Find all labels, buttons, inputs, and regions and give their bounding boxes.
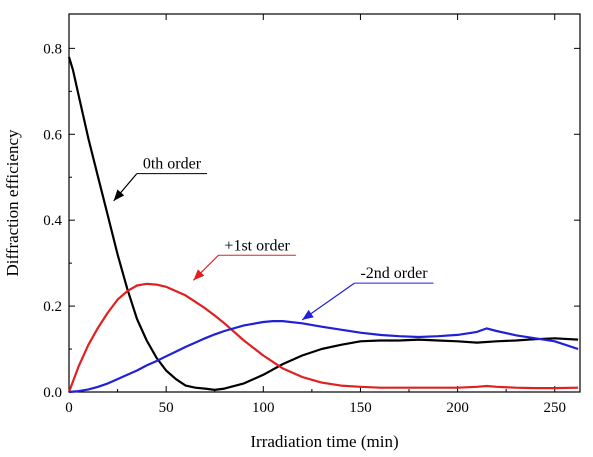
- x-tick-label: 250: [543, 400, 566, 416]
- series-line-0: [67, 56, 579, 391]
- plot-frame: [68, 13, 581, 393]
- annotation-arrow-head: [302, 309, 314, 320]
- y-tick-label: 0.6: [43, 127, 62, 143]
- y-tick-label: 0.8: [43, 41, 62, 57]
- axis-ticks: 0 50 100 150 200 250 0.0 0.2 0.4 0.6 0.8: [43, 14, 580, 416]
- annotation-arrow-head: [113, 189, 125, 201]
- annotation-label: 0th order: [143, 156, 202, 173]
- x-tick-label: 50: [159, 400, 174, 416]
- y-tick-label: 0.4: [43, 213, 62, 229]
- series-line-1: [67, 282, 579, 393]
- annotation-layer: 0th order +1st order -2nd order: [113, 156, 434, 321]
- x-tick-label: 150: [349, 400, 372, 416]
- y-axis-title: Diffraction efficiency: [3, 129, 22, 277]
- annotation-label: -2nd order: [360, 265, 428, 282]
- y-tick-label: 0.0: [43, 385, 62, 401]
- annotation-label: +1st order: [224, 237, 290, 254]
- x-tick-label: 0: [65, 400, 73, 416]
- series-line-2: [68, 320, 579, 394]
- series-layer: [67, 56, 579, 394]
- x-tick-label: 100: [252, 400, 275, 416]
- annotation-arrow-head: [193, 269, 205, 281]
- x-axis-title: Irradiation time (min): [250, 432, 398, 451]
- y-tick-label: 0.2: [43, 299, 62, 315]
- x-tick-label: 200: [446, 400, 469, 416]
